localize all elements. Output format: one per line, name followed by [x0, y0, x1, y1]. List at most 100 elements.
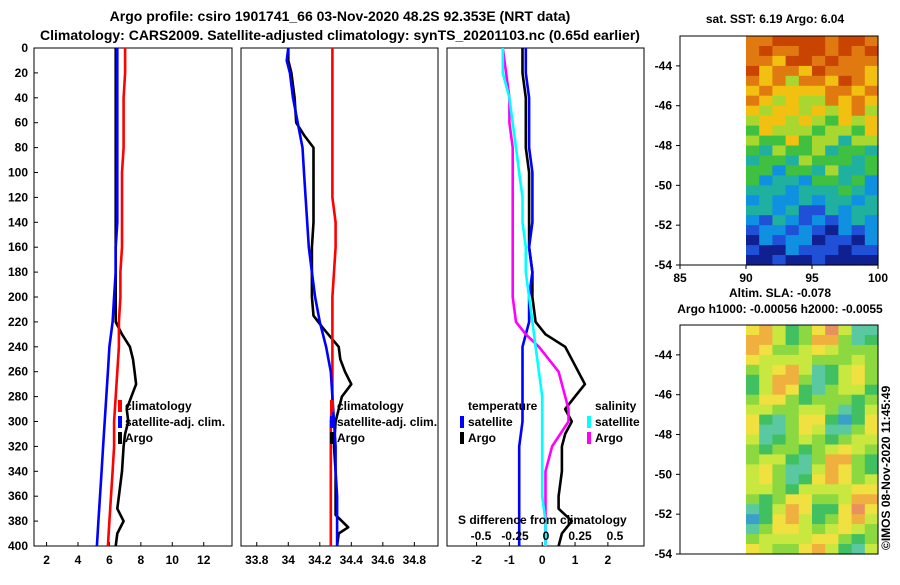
sla-cell — [785, 434, 800, 446]
sla-cell — [812, 414, 826, 426]
sst-cell — [864, 145, 879, 157]
sst-cell — [785, 65, 800, 77]
sst-cell — [812, 36, 826, 47]
sla-cell — [838, 454, 853, 465]
sst-cell — [798, 36, 813, 47]
sla-cell — [812, 454, 826, 465]
sla-cell — [785, 394, 800, 406]
sla-cell — [812, 534, 826, 545]
sst-cell — [864, 95, 879, 107]
sst-cell — [825, 46, 839, 57]
sla-cell — [759, 524, 773, 535]
legend-salinity-title: salinity — [595, 399, 637, 413]
sla-cell — [785, 534, 800, 545]
sla-cell — [785, 325, 800, 336]
sla-cell — [785, 335, 800, 346]
sla-cell — [851, 414, 866, 426]
sst-cell — [746, 75, 760, 87]
x-tick-label: 1 — [572, 553, 579, 567]
sla-cell — [825, 364, 839, 376]
temperature-legend: climatology satellite-adj. clim. Argo — [118, 399, 225, 445]
sla-cell — [746, 444, 760, 456]
sst-cell — [864, 55, 879, 67]
sla-cell — [851, 484, 866, 495]
sla-cell — [825, 335, 839, 346]
sla-cell — [812, 424, 826, 436]
sla-cell — [825, 524, 839, 535]
sla-cell — [812, 494, 826, 505]
sst-cell — [851, 115, 866, 127]
sla-cell — [746, 325, 760, 336]
sst-cell — [825, 175, 839, 186]
sst-cell — [746, 145, 760, 157]
sla-cell — [838, 374, 853, 386]
sla-cell — [798, 484, 813, 495]
map-y-tick-label: -50 — [655, 467, 673, 481]
sst-cell — [759, 185, 773, 196]
sst-cell — [864, 215, 879, 226]
sla-cell — [746, 514, 760, 525]
sst-cell — [746, 245, 760, 256]
sst-cell — [825, 85, 839, 97]
sla-cell — [825, 325, 839, 336]
sst-cell — [798, 165, 813, 176]
sla-cell — [851, 394, 866, 406]
s-tick-label: 0.25 — [568, 529, 592, 543]
map-y-tick-label: -52 — [655, 218, 673, 232]
s-difference-annotation: S difference from climatology — [458, 513, 627, 527]
sla-cell — [746, 414, 760, 426]
sla-cell — [812, 514, 826, 525]
x-tick-label: 0 — [539, 553, 546, 567]
sla-cell — [798, 504, 813, 515]
sla-cell — [812, 384, 826, 396]
sla-cell — [798, 474, 813, 485]
sst-cell — [785, 225, 800, 236]
sla-cell — [759, 404, 773, 416]
depth-tick-label: 200 — [8, 290, 28, 304]
sla-cell — [812, 504, 826, 515]
series-temperature-argo — [521, 48, 587, 547]
depth-tick-label: 320 — [8, 439, 28, 453]
sst-map-title: sat. SST: 6.19 Argo: 6.04 — [706, 12, 845, 26]
legend-sal-satellite-label: satellite — [595, 415, 640, 429]
depth-tick-label: 180 — [8, 265, 28, 279]
sst-cell — [785, 85, 800, 97]
sla-cell — [838, 404, 853, 416]
sla-cell — [785, 424, 800, 436]
sla-cell — [851, 534, 866, 545]
sla-cell — [812, 484, 826, 495]
sla-cell — [772, 394, 787, 406]
s-tick-label: -0.25 — [501, 529, 529, 543]
sla-cell — [785, 524, 800, 535]
sla-cell — [812, 434, 826, 446]
sst-cell — [798, 135, 813, 147]
sla-cell — [825, 374, 839, 386]
depth-tick-label: 280 — [8, 390, 28, 404]
sla-cell — [825, 454, 839, 465]
sla-cell — [759, 394, 773, 406]
sst-cell — [838, 85, 853, 97]
sst-cell — [812, 125, 826, 137]
sla-cell — [838, 414, 853, 426]
series-salinity-argo — [501, 47, 570, 546]
sla-cell — [746, 384, 760, 396]
depth-tick-label: 240 — [8, 340, 28, 354]
sla-cell — [838, 484, 853, 495]
depth-tick-label: 0 — [21, 41, 28, 55]
legend-satellite-label: satellite-adj. clim. — [125, 415, 225, 429]
sst-cell — [759, 75, 773, 87]
sla-cell — [785, 384, 800, 396]
sst-cell — [772, 135, 787, 147]
sst-cell — [812, 145, 826, 157]
x-tick-label: 2 — [605, 553, 612, 567]
s-tick-label: 0.5 — [607, 529, 624, 543]
sst-cell — [759, 245, 773, 256]
sla-cell — [772, 414, 787, 426]
sla-cell — [772, 364, 787, 376]
legend-argo-label: Argo — [125, 431, 153, 445]
legend-sal-argo-label: Argo — [595, 431, 623, 445]
sst-cell — [759, 65, 773, 77]
sst-cell — [785, 195, 800, 206]
sst-cell — [851, 215, 866, 226]
sst-cell — [838, 205, 853, 216]
